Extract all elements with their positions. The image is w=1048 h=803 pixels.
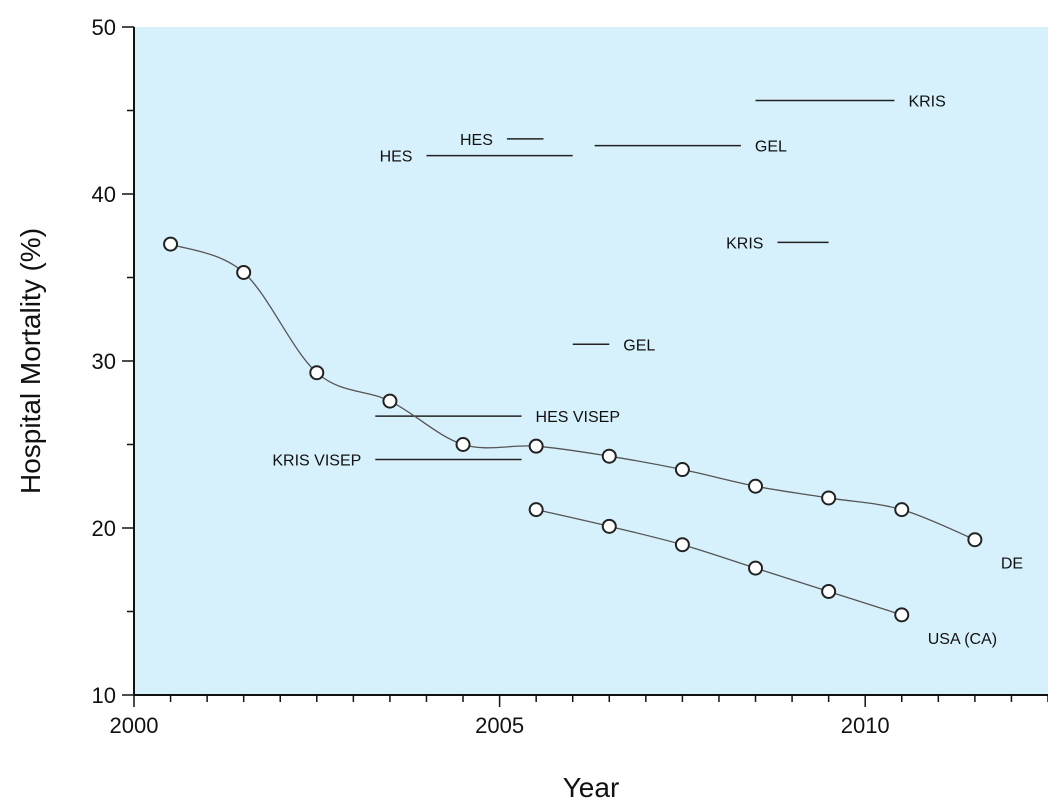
- y-axis-title: Hospital Mortality (%): [15, 228, 46, 494]
- x-tick-label: 2010: [841, 713, 890, 738]
- y-tick-label: 40: [92, 182, 116, 207]
- data-point: [821, 490, 837, 506]
- data-point: [309, 365, 325, 381]
- data-point: [674, 462, 690, 478]
- x-tick-label: 2000: [110, 713, 159, 738]
- data-point: [894, 607, 910, 623]
- y-tick-label: 50: [92, 15, 116, 40]
- data-point: [674, 537, 690, 553]
- y-tick-label: 20: [92, 516, 116, 541]
- x-axis-title: Year: [563, 772, 620, 803]
- study-range-label: HES VISEP: [536, 409, 620, 426]
- data-point: [748, 560, 764, 576]
- data-point: [236, 264, 252, 280]
- x-tick-label: 2005: [475, 713, 524, 738]
- data-point: [528, 438, 544, 454]
- series-label: DE: [1001, 556, 1023, 573]
- y-tick-label: 10: [92, 683, 116, 708]
- data-point: [163, 236, 179, 252]
- y-tick-label: 30: [92, 349, 116, 374]
- study-range-label: GEL: [755, 139, 787, 156]
- study-range-label: KRIS: [726, 235, 763, 252]
- data-point: [455, 437, 471, 452]
- chart-marks: KRIS HES HES GEL KRIS GEL HES VISEP KRIS VISEP D…: [163, 93, 1023, 648]
- data-point: [601, 518, 617, 534]
- study-range-label: KRIS: [908, 93, 945, 110]
- data-point: [748, 478, 764, 494]
- series-label: USA (CA): [928, 631, 997, 648]
- data-point: [382, 393, 398, 409]
- plot-area: [134, 27, 1048, 695]
- study-range-label: HES: [380, 149, 413, 166]
- data-point: [528, 502, 544, 518]
- data-point: [894, 502, 910, 518]
- study-range-label: KRIS VISEP: [272, 453, 361, 470]
- data-point: [821, 583, 837, 599]
- data-point: [601, 448, 617, 464]
- data-point: [967, 532, 983, 548]
- study-range-label: HES: [460, 132, 493, 149]
- study-range-label: GEL: [623, 337, 655, 354]
